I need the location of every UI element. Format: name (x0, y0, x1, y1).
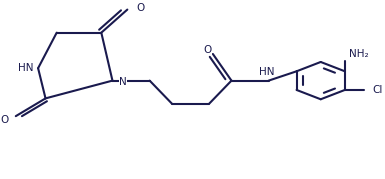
Text: O: O (1, 115, 9, 125)
Text: Cl: Cl (372, 85, 383, 95)
Text: N: N (119, 77, 127, 87)
Text: O: O (137, 3, 145, 13)
Text: HN: HN (259, 67, 275, 77)
Text: O: O (203, 45, 211, 55)
Text: NH₂: NH₂ (348, 49, 368, 59)
Text: HN: HN (18, 63, 33, 73)
